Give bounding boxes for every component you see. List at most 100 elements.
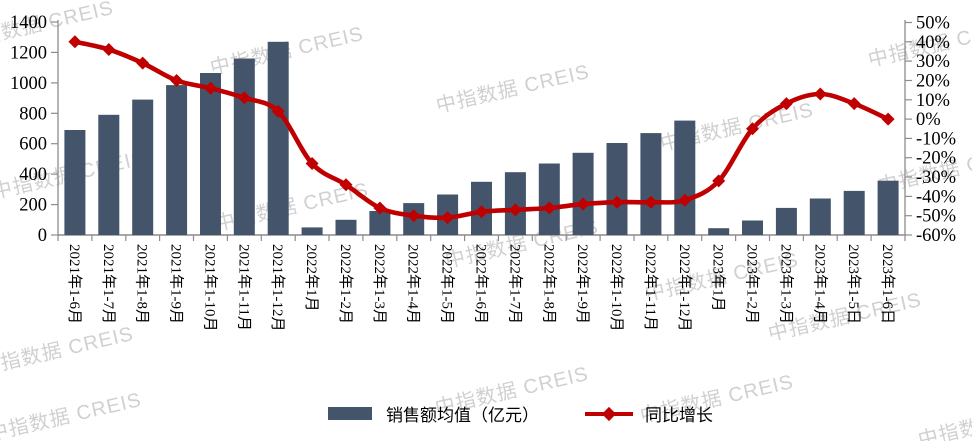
bar — [98, 114, 120, 235]
x-axis-label: 2022年1-7月 — [506, 244, 523, 324]
line-marker-icon — [204, 81, 217, 95]
legend-label-sales: 销售额均值（亿元） — [386, 406, 539, 425]
line-marker-icon — [644, 195, 658, 209]
x-axis-label: 2022年1-10月 — [608, 244, 625, 332]
bar — [809, 198, 831, 235]
bar — [64, 130, 86, 235]
line-marker-icon — [136, 56, 150, 70]
x-axis-label: 2023年1-6日 — [879, 244, 896, 324]
line-marker-icon — [339, 178, 353, 192]
x-axis-label: 2022年1-12月 — [676, 244, 693, 332]
x-axis-label: 2021年1-8月 — [134, 244, 151, 324]
line-marker-icon — [746, 122, 759, 136]
line-marker-icon — [678, 193, 692, 207]
x-axis-label: 2022年1-2月 — [337, 244, 354, 324]
line-marker-icon — [576, 197, 590, 211]
line-marker-icon — [847, 97, 861, 111]
x-axis-label: 2022年1-4月 — [405, 244, 422, 324]
line-marker-icon — [508, 203, 522, 217]
x-axis-label: 2022年1-11月 — [642, 244, 659, 331]
bar — [369, 211, 391, 235]
y-axis-left-label: 600 — [19, 135, 47, 155]
bar — [708, 228, 730, 235]
bar — [843, 190, 865, 235]
x-axis-label: 2021年1-9月 — [168, 244, 185, 324]
line-marker-icon — [271, 104, 285, 118]
line-marker-icon — [305, 157, 319, 170]
y-axis-right-label: -60% — [916, 226, 956, 246]
x-axis-label: 2022年1-8月 — [540, 244, 557, 324]
bar — [538, 163, 560, 235]
line-marker-icon — [441, 211, 455, 225]
line-marker-icon — [237, 91, 251, 105]
y-axis-right-label: 40% — [916, 33, 950, 53]
bar — [606, 143, 628, 235]
line-marker-icon — [881, 112, 895, 126]
y-axis-right-label: 30% — [916, 52, 950, 72]
bar — [200, 73, 221, 235]
line-marker-icon — [475, 205, 488, 219]
line-marker-icon — [68, 35, 82, 49]
bar — [335, 219, 357, 235]
line-marker-icon — [779, 97, 793, 111]
x-axis-label: 2021年1-6月 — [66, 244, 83, 324]
legend: 销售额均值（亿元） 同比增长 — [328, 401, 713, 426]
x-axis-label: 2022年1月 — [303, 244, 320, 312]
y-axis-left-label: 200 — [19, 196, 47, 216]
x-axis-label: 2022年1-6月 — [473, 244, 490, 324]
bar — [775, 207, 797, 235]
y-axis-right-label: -50% — [916, 207, 956, 227]
x-axis-label: 2022年1-5月 — [439, 244, 456, 324]
bar — [132, 99, 154, 235]
y-axis-left-label: 1400 — [10, 13, 47, 33]
line-marker-icon — [373, 201, 387, 215]
x-axis-label: 2022年1-9月 — [574, 244, 591, 324]
x-axis-label: 2021年1-12月 — [269, 244, 286, 332]
line-marker-icon — [102, 43, 116, 56]
x-axis-label: 2021年1-11月 — [235, 244, 252, 331]
bar — [233, 58, 255, 235]
y-axis-left-label: 0 — [38, 226, 47, 246]
y-axis-right-label: -40% — [916, 187, 956, 207]
y-axis-left-label: 400 — [19, 165, 47, 185]
line-marker-icon — [610, 195, 624, 209]
bar — [267, 41, 289, 235]
legend-label-growth: 同比增长 — [645, 406, 713, 425]
bar — [877, 180, 899, 235]
y-axis-right-label: 0% — [916, 110, 941, 130]
bar — [742, 220, 763, 235]
x-axis-label: 2023年1-3月 — [777, 244, 794, 324]
y-axis-right-label: -30% — [916, 168, 956, 188]
bar — [166, 85, 188, 235]
y-axis-right-label: -20% — [916, 149, 956, 169]
legend-item-sales: 销售额均值（亿元） — [328, 401, 539, 426]
x-axis-label: 2023年1-4月 — [811, 244, 828, 324]
y-axis-left-label: 1000 — [10, 74, 47, 94]
line-marker-icon — [813, 87, 827, 101]
line-marker-icon — [170, 74, 184, 87]
x-axis-label: 2022年1-3月 — [371, 244, 388, 324]
x-axis-label: 2021年1-10月 — [202, 244, 219, 332]
y-axis-right-label: 20% — [916, 72, 950, 92]
line-marker-icon — [407, 209, 421, 223]
x-axis-label: 2023年1-5日 — [845, 244, 862, 324]
y-axis-right-label: -10% — [916, 129, 956, 149]
line-marker-icon — [542, 201, 556, 215]
y-axis-left-label: 800 — [19, 104, 47, 124]
y-axis-right-label: 10% — [916, 91, 950, 111]
bar — [674, 120, 696, 235]
y-axis-left-label: 1200 — [10, 43, 47, 63]
bar-series-swatch-icon — [328, 407, 372, 420]
y-axis-right-label: 50% — [916, 14, 950, 34]
bar — [301, 227, 323, 235]
legend-item-growth: 同比增长 — [585, 401, 713, 426]
x-axis-label: 2021年1-7月 — [100, 244, 117, 324]
line-series-swatch-icon — [585, 406, 633, 421]
bar — [640, 133, 662, 235]
bar — [572, 152, 594, 235]
x-axis-label: 2023年1月 — [710, 244, 727, 312]
line-marker-icon — [712, 174, 726, 188]
x-axis-label: 2023年1-2月 — [744, 244, 761, 324]
